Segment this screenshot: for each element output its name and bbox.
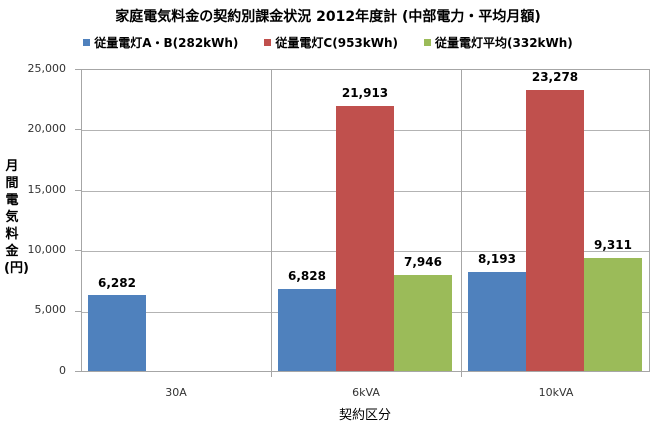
value-label: 23,278 [531,70,579,84]
y-tick [75,190,81,191]
x-axis-title: 契約区分 [338,408,391,423]
chart-title: 家庭電気料金の契約別課金状況 2012年度計 (中部電力・平均月額) [115,9,541,25]
value-label: 8,193 [478,252,516,266]
bar-10kva-avg [584,258,642,371]
y-tick-label: 10,000 [27,243,67,256]
bar-6kva-c [336,106,394,371]
legend-item-c: 従量電灯C(953kWh) [264,34,398,51]
legend-item-avg: 従量電灯平均(332kWh) [424,34,573,51]
category-label: 10kVA [538,386,574,399]
legend-item-a: 従量電灯A・B(282kWh) [83,34,238,51]
category-label: 30A [165,386,187,399]
legend-label: 従量電灯A・B(282kWh) [94,36,239,50]
value-label: 6,828 [288,269,326,283]
value-label: 7,946 [404,255,442,269]
category-divider [461,70,462,377]
y-tick [75,69,81,70]
y-axis-title: 月間電気料金(円) [4,159,29,276]
bar-10kva-c [526,90,584,371]
legend: 従量電灯A・B(282kWh) 従量電灯C(953kWh) 従量電灯平均(332… [0,34,656,51]
value-label: 9,311 [594,238,632,252]
category-divider [271,70,272,377]
value-label: 21,913 [341,86,389,100]
y-tick [75,311,81,312]
legend-label: 従量電灯C(953kWh) [275,36,399,50]
y-tick-label: 20,000 [27,122,67,135]
legend-swatch-green-icon [424,39,432,46]
legend-swatch-blue-icon [83,39,91,46]
bar-6kva-avg [394,275,452,371]
y-tick-label: 15,000 [27,183,67,196]
legend-label: 従量電灯平均(332kWh) [435,36,573,50]
bar-30a-a [88,295,146,371]
y-tick [75,129,81,130]
y-tick-label: 0 [59,364,66,377]
value-label: 6,282 [98,276,136,290]
category-label: 6kVA [352,386,380,399]
legend-swatch-red-icon [264,39,272,46]
y-tick-label: 25,000 [27,62,67,75]
bar-10kva-a [468,272,526,371]
x-axis [75,371,650,372]
y-tick-label: 5,000 [34,303,67,316]
bar-6kva-a [278,289,336,371]
y-tick [75,250,81,251]
plot-area: 6,282 6,828 21,913 7,946 8,193 23,278 9,… [81,69,650,377]
